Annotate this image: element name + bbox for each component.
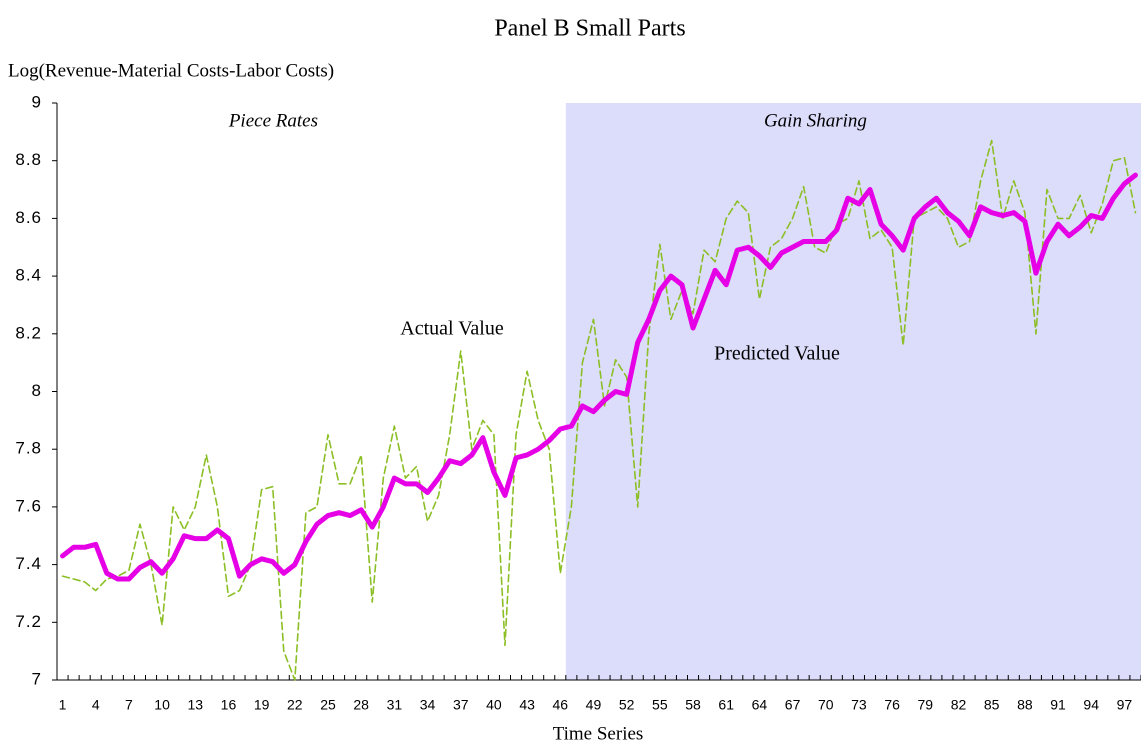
x-tick-label: 52 <box>619 697 635 713</box>
x-tick-label: 55 <box>652 697 668 713</box>
x-tick-label: 19 <box>254 697 270 713</box>
x-tick-label: 82 <box>951 697 967 713</box>
x-tick-label: 70 <box>818 697 834 713</box>
x-tick-label: 40 <box>486 697 502 713</box>
region-label: Gain Sharing <box>764 110 867 131</box>
series-line <box>60 172 1138 582</box>
y-tick-label: 7.8 <box>15 439 42 458</box>
x-tick-label: 4 <box>92 697 100 713</box>
x-tick-label: 73 <box>851 697 867 713</box>
y-tick-label: 8.4 <box>15 266 42 285</box>
y-tick-label: 7.2 <box>15 612 42 631</box>
y-tick-label: 8 <box>32 381 42 400</box>
x-tick-label: 25 <box>320 697 336 713</box>
x-tick-label: 37 <box>453 697 469 713</box>
x-tick-label: 94 <box>1083 697 1099 713</box>
y-tick-label: 8.2 <box>15 323 42 342</box>
x-tick-label: 28 <box>353 697 369 713</box>
x-tick-label: 1 <box>59 697 67 713</box>
x-tick-label: 67 <box>785 697 801 713</box>
y-tick-label: 7.4 <box>15 554 42 573</box>
x-tick-label: 88 <box>1017 697 1033 713</box>
x-tick-label: 7 <box>125 697 133 713</box>
y-tick-label: 8.8 <box>15 150 42 169</box>
y-tick-label: 7.6 <box>15 496 42 515</box>
y-tick-label: 9 <box>32 92 42 111</box>
x-tick-label: 43 <box>519 697 535 713</box>
x-tick-label: 64 <box>752 697 768 713</box>
x-tick-label: 10 <box>154 697 170 713</box>
series-label: Predicted Value <box>714 343 840 365</box>
region-label: Piece Rates <box>228 110 318 131</box>
series-label: Actual Value <box>400 318 504 340</box>
x-tick-label: 49 <box>586 697 602 713</box>
x-tick-label: 91 <box>1050 697 1066 713</box>
x-tick-label: 46 <box>552 697 568 713</box>
x-tick-label: 34 <box>420 697 436 713</box>
x-tick-label: 58 <box>685 697 701 713</box>
x-tick-label: 76 <box>884 697 900 713</box>
x-tick-label: 79 <box>918 697 934 713</box>
x-tick-label: 16 <box>221 697 237 713</box>
x-tick-label: 85 <box>984 697 1000 713</box>
x-tick-label: 13 <box>187 697 203 713</box>
chart-title: Panel B Small Parts <box>494 16 685 42</box>
x-tick-label: 31 <box>387 697 403 713</box>
x-tick-label: 97 <box>1117 697 1133 713</box>
region-shade <box>565 103 1141 680</box>
series-line <box>61 139 1137 681</box>
x-tick-label: 22 <box>287 697 303 713</box>
x-tick-label: 61 <box>718 697 734 713</box>
y-axis-label: Log(Revenue-Material Costs-Labor Costs) <box>8 60 334 81</box>
y-tick-label: 8.6 <box>15 208 42 227</box>
y-tick-label: 7 <box>32 669 42 688</box>
x-axis-label: Time Series <box>553 723 644 744</box>
region-shade <box>57 103 566 680</box>
